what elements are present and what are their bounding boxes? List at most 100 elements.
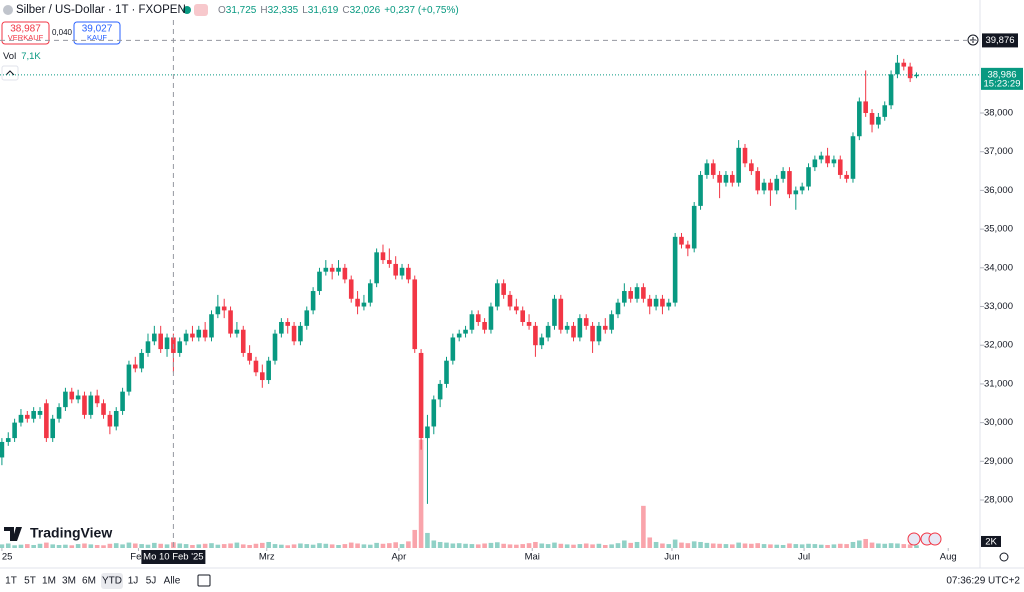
volume-bar <box>18 544 24 548</box>
volume-bar <box>234 542 240 548</box>
candle-body <box>361 302 367 307</box>
alert-icon[interactable] <box>194 4 208 16</box>
candle-body <box>94 395 100 404</box>
volume-bar <box>177 543 183 548</box>
volume-bar <box>799 544 805 548</box>
range-button[interactable]: YTD <box>102 576 122 587</box>
candle-body <box>685 244 691 249</box>
volume-bar <box>698 541 703 548</box>
candle-body <box>488 306 494 330</box>
volume-bar <box>367 544 373 548</box>
volume-bar <box>882 543 888 548</box>
volume-bar <box>285 545 291 548</box>
range-button[interactable]: 1J <box>128 576 139 587</box>
volume-bar <box>482 543 487 548</box>
candle-body <box>857 101 862 137</box>
volume-bar <box>126 542 132 548</box>
range-button[interactable]: 6M <box>82 576 96 587</box>
ohlc-value: 31,725 <box>226 5 257 16</box>
volume-bar <box>260 542 265 548</box>
volume-bar <box>742 543 748 548</box>
range-button[interactable]: Alle <box>164 576 181 587</box>
volume-bar <box>622 540 627 548</box>
symbol-icon <box>3 5 13 15</box>
volume-bar <box>660 543 665 548</box>
volume-bar <box>387 543 392 548</box>
candle-body <box>691 205 697 249</box>
volume-bar <box>145 544 151 548</box>
candle-body <box>266 360 271 381</box>
volume-bar <box>583 543 589 548</box>
volume-bar <box>209 543 214 548</box>
range-button[interactable]: 1M <box>42 576 56 587</box>
volume-bar <box>907 544 913 548</box>
volume-legend: Vol 7,1K <box>3 51 41 62</box>
range-button[interactable]: 5T <box>24 576 36 587</box>
candle-body <box>634 287 640 299</box>
buy-price: 39,027 <box>82 24 113 35</box>
candle-body <box>609 314 614 330</box>
event-flag[interactable] <box>907 532 921 546</box>
volume-bar <box>374 542 379 548</box>
candle-body <box>774 178 780 191</box>
candle-body <box>806 167 811 187</box>
candle-body <box>56 407 62 419</box>
volume-bar <box>228 543 233 548</box>
x-tick-label: Mrz <box>259 552 275 563</box>
volume-bar <box>634 541 640 548</box>
volume-bar <box>895 543 900 548</box>
volume-bar <box>888 543 894 548</box>
candle-body <box>888 74 894 106</box>
candle-body <box>88 395 94 415</box>
countdown: 15:23:29 <box>984 78 1021 89</box>
volume-bar <box>679 542 684 548</box>
candle-body <box>818 155 824 160</box>
change: +0,237 (+0,75%) <box>384 5 459 16</box>
volume-bar <box>456 543 462 548</box>
ohlc-value: 31,619 <box>308 5 339 16</box>
sell-button[interactable] <box>1 21 50 45</box>
candle-body <box>882 105 888 117</box>
candle-body <box>412 279 418 350</box>
volume-bar <box>812 544 818 548</box>
y-tick-label: 33,000 <box>984 301 1013 312</box>
volume-bar <box>818 544 824 548</box>
volume-bar <box>215 544 221 548</box>
volume-bar <box>139 544 144 548</box>
volume-bar <box>444 542 449 548</box>
candle-body <box>653 298 659 307</box>
buy-button[interactable] <box>73 21 121 45</box>
logo-icon <box>4 527 22 541</box>
candle-body <box>799 186 805 191</box>
candle-body <box>139 352 144 369</box>
y-tick-label: 32,000 <box>984 340 1013 351</box>
candle-body <box>590 325 595 342</box>
volume-bar <box>152 542 157 548</box>
candle-body <box>247 352 252 361</box>
volume-bar <box>539 543 545 548</box>
volume-bar <box>164 544 170 548</box>
range-button[interactable]: 5J <box>146 576 157 587</box>
volume-bar <box>44 542 49 548</box>
volume-bar <box>495 542 500 548</box>
event-flag[interactable] <box>928 532 942 546</box>
collapse-button[interactable] <box>1 65 19 81</box>
range-button[interactable]: 3M <box>62 576 76 587</box>
volume-bar <box>844 544 849 548</box>
candle-body <box>158 333 163 350</box>
market-status[interactable] <box>183 6 191 14</box>
candle-body <box>780 171 786 179</box>
volume-bar <box>666 544 672 548</box>
candle-body <box>444 360 449 384</box>
volume-bar <box>291 544 297 548</box>
candle-body <box>755 171 761 191</box>
candle-body <box>596 325 602 342</box>
volume-bar <box>37 543 43 548</box>
calendar-icon[interactable] <box>197 574 211 587</box>
volume-bar <box>342 544 348 548</box>
ohlc-key: O <box>218 5 226 16</box>
settings-icon[interactable] <box>999 552 1009 562</box>
range-button[interactable]: 1T <box>5 576 17 587</box>
candle-body <box>469 314 475 330</box>
